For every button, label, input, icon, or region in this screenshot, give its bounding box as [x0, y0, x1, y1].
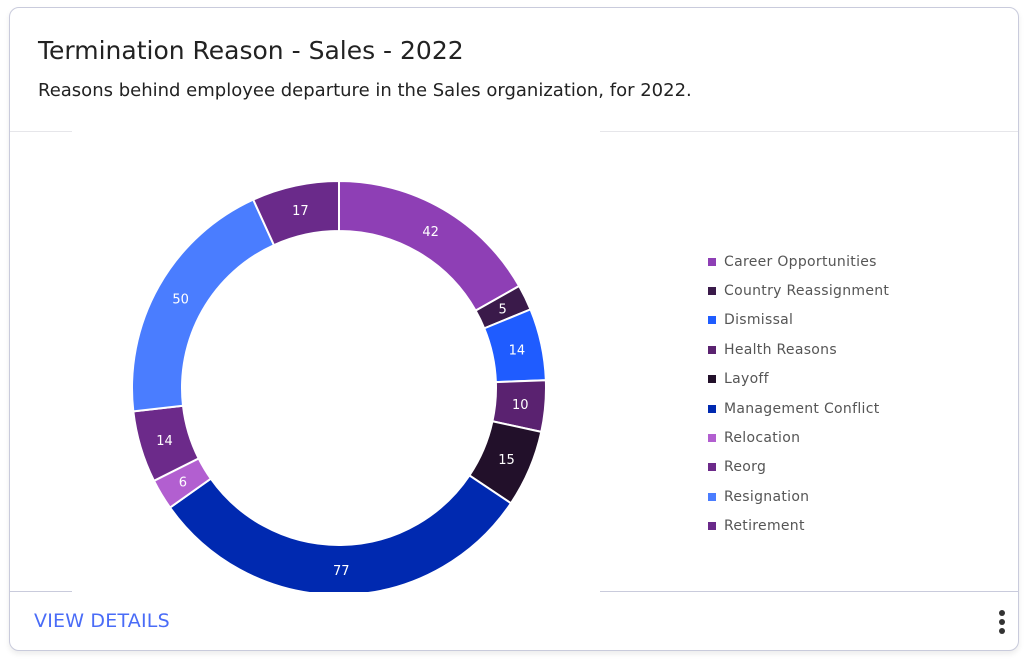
data-label: 42: [422, 225, 439, 240]
legend-item[interactable]: Country Reassignment: [708, 276, 889, 305]
legend-label: Career Opportunities: [724, 253, 877, 270]
legend-item[interactable]: Retirement: [708, 512, 889, 541]
legend-label: Country Reassignment: [724, 283, 890, 300]
data-label: 15: [498, 453, 515, 468]
data-label: 14: [509, 343, 526, 358]
legend-item[interactable]: Layoff: [708, 365, 889, 394]
legend-label: Management Conflict: [724, 400, 880, 417]
legend-label: Resignation: [724, 488, 810, 505]
legend-swatch: [708, 287, 716, 296]
legend-item[interactable]: Health Reasons: [708, 335, 889, 364]
vertical-ellipsis-icon[interactable]: [996, 608, 1008, 636]
legend-swatch: [708, 492, 716, 501]
data-label: 17: [292, 204, 309, 219]
legend-item[interactable]: Career Opportunities: [708, 247, 889, 276]
data-label: 50: [172, 292, 189, 307]
legend-swatch: [708, 522, 716, 531]
card-subtitle: Reasons behind employee departure in the…: [38, 80, 692, 101]
data-label: 77: [333, 564, 350, 579]
legend-swatch: [708, 257, 716, 266]
view-details-link[interactable]: VIEW DETAILS: [34, 610, 170, 632]
legend-item[interactable]: Resignation: [708, 482, 889, 511]
data-label: 6: [179, 476, 187, 491]
legend-swatch: [708, 404, 716, 413]
legend-swatch: [708, 463, 716, 472]
legend-item[interactable]: Management Conflict: [708, 394, 889, 423]
chart-legend: Career Opportunities Country Reassignment…: [708, 247, 889, 541]
legend-label: Dismissal: [724, 312, 794, 329]
legend-item[interactable]: Relocation: [708, 423, 889, 452]
legend-label: Retirement: [724, 518, 805, 535]
legend-item[interactable]: Dismissal: [708, 306, 889, 335]
legend-label: Reorg: [724, 459, 767, 476]
legend-label: Relocation: [724, 430, 801, 447]
donut-slice-retirement[interactable]: [251, 179, 340, 247]
legend-label: Layoff: [724, 371, 769, 388]
donut-chart: 42 5 14 10 15 77 6 14 50 17: [72, 124, 600, 592]
data-label: 5: [499, 302, 507, 317]
data-label: 10: [512, 398, 529, 413]
legend-label: Health Reasons: [724, 341, 837, 358]
data-label: 14: [156, 434, 173, 449]
legend-swatch: [708, 316, 716, 325]
legend-item[interactable]: Reorg: [708, 453, 889, 482]
card-title: Termination Reason - Sales - 2022: [38, 36, 464, 65]
legend-swatch: [708, 434, 716, 443]
legend-swatch: [708, 345, 716, 354]
legend-swatch: [708, 375, 716, 384]
